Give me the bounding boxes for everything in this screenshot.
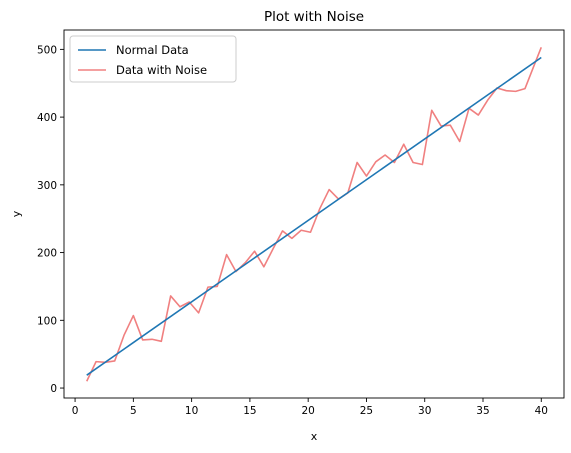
y-tick-label: 500 [37, 44, 57, 56]
x-axis-label: x [311, 430, 318, 443]
y-tick-label: 300 [37, 180, 57, 192]
series-line-normal-data [86, 56, 542, 376]
y-tick-label: 0 [50, 383, 57, 395]
x-tick-label: 20 [301, 405, 314, 417]
legend: Normal Data Data with Noise [69, 35, 237, 83]
legend-box [69, 35, 237, 83]
plot-frame [63, 29, 565, 399]
x-tick-label: 25 [360, 405, 373, 417]
y-tick-label: 200 [37, 248, 57, 260]
series-line-data-with-noise [86, 47, 543, 382]
x-tick-label: 5 [130, 405, 137, 417]
y-tick-label: 400 [37, 112, 57, 124]
chart-title: Plot with Noise [264, 9, 364, 25]
legend-label-data-with-noise: Data with Noise [116, 63, 207, 77]
x-tick-label: 40 [535, 405, 548, 417]
y-axis-label: y [10, 210, 23, 217]
y-tick-label: 100 [37, 315, 57, 327]
x-tick-label: 15 [243, 405, 256, 417]
x-tick-label: 10 [185, 405, 198, 417]
x-tick-label: 0 [72, 405, 79, 417]
x-tick-label: 35 [476, 405, 489, 417]
legend-label-normal-data: Normal Data [116, 43, 189, 57]
x-tick-label: 30 [418, 405, 431, 417]
